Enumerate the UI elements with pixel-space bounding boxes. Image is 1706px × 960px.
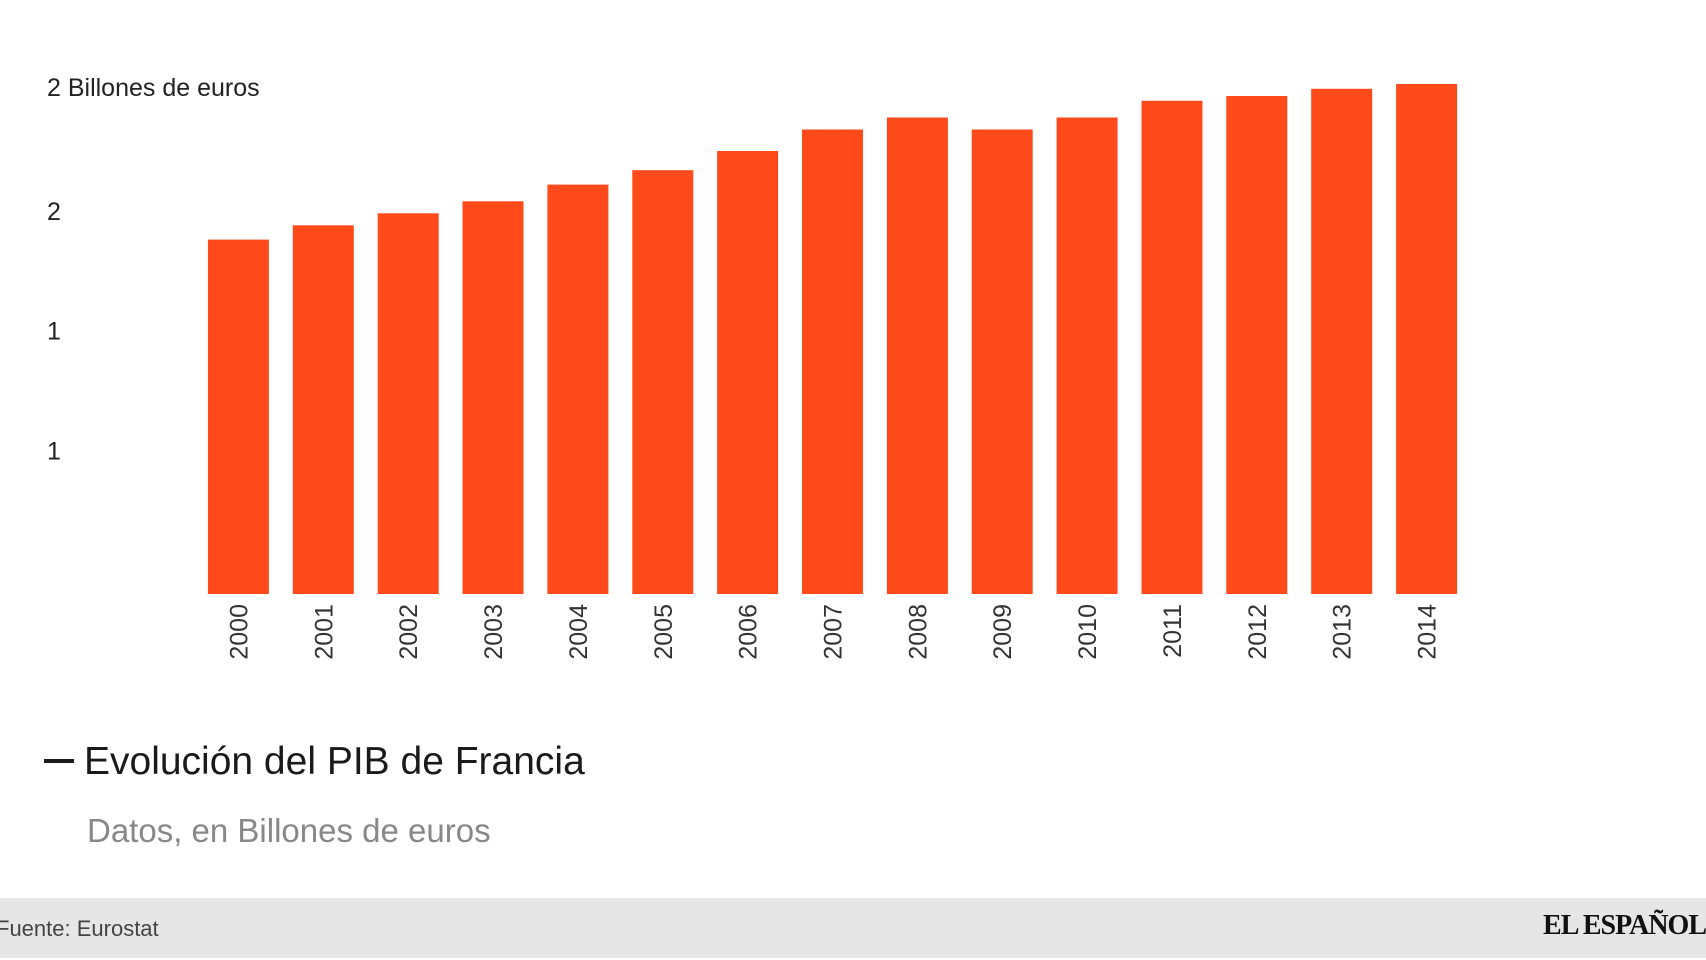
bar-2001	[292, 225, 354, 595]
title-dash-icon	[44, 758, 74, 763]
x-tick-label: 2004	[565, 604, 593, 660]
bar-2007	[802, 129, 863, 594]
footer-bar: Fuente: Eurostat EL ESPAÑOL	[0, 898, 1706, 958]
x-tick-label: 2000	[225, 604, 253, 660]
x-tick-label: 2003	[480, 604, 508, 660]
brand-logo: EL ESPAÑOL	[1543, 910, 1706, 941]
bar-2008	[886, 117, 948, 594]
x-tick-label: 2014	[1414, 604, 1442, 660]
x-tick-label: 2010	[1074, 604, 1102, 660]
bar-2000	[207, 239, 269, 594]
bar-2006	[717, 151, 779, 594]
bar-2012	[1226, 96, 1288, 594]
source-text: Fuente: Eurostat	[0, 916, 159, 941]
bar-2003	[462, 201, 524, 595]
x-tick-label: 2007	[820, 604, 848, 660]
chart-title: Evolución del PIB de Francia	[84, 740, 585, 783]
x-tick-label: 2005	[650, 604, 678, 660]
y-tick-label: 2	[47, 198, 61, 226]
bar-2005	[632, 170, 694, 594]
x-tick-label: 2009	[989, 604, 1017, 660]
chart-title-block: Evolución del PIB de Francia	[44, 740, 585, 784]
x-tick-label: 2013	[1329, 604, 1357, 660]
bar-2011	[1141, 100, 1203, 595]
x-tick-label: 2001	[310, 604, 338, 660]
y-axis-label: 2 Billones de euros	[47, 74, 260, 102]
chart-subtitle: Datos, en Billones de euros	[87, 812, 491, 849]
bar-2014	[1396, 84, 1458, 594]
bar-2009	[971, 129, 1033, 594]
y-tick-label: 1	[47, 437, 61, 465]
x-tick-label: 2011	[1159, 604, 1187, 658]
x-tick-label: 2006	[735, 604, 763, 660]
bar-2013	[1311, 88, 1373, 595]
x-tick-label: 2012	[1244, 604, 1272, 660]
x-tick-label: 2008	[904, 604, 932, 660]
bar-2010	[1056, 117, 1118, 594]
bar-2002	[377, 213, 439, 595]
bar-2004	[547, 184, 609, 594]
x-tick-label: 2002	[395, 604, 423, 660]
y-tick-label: 1	[47, 318, 61, 346]
